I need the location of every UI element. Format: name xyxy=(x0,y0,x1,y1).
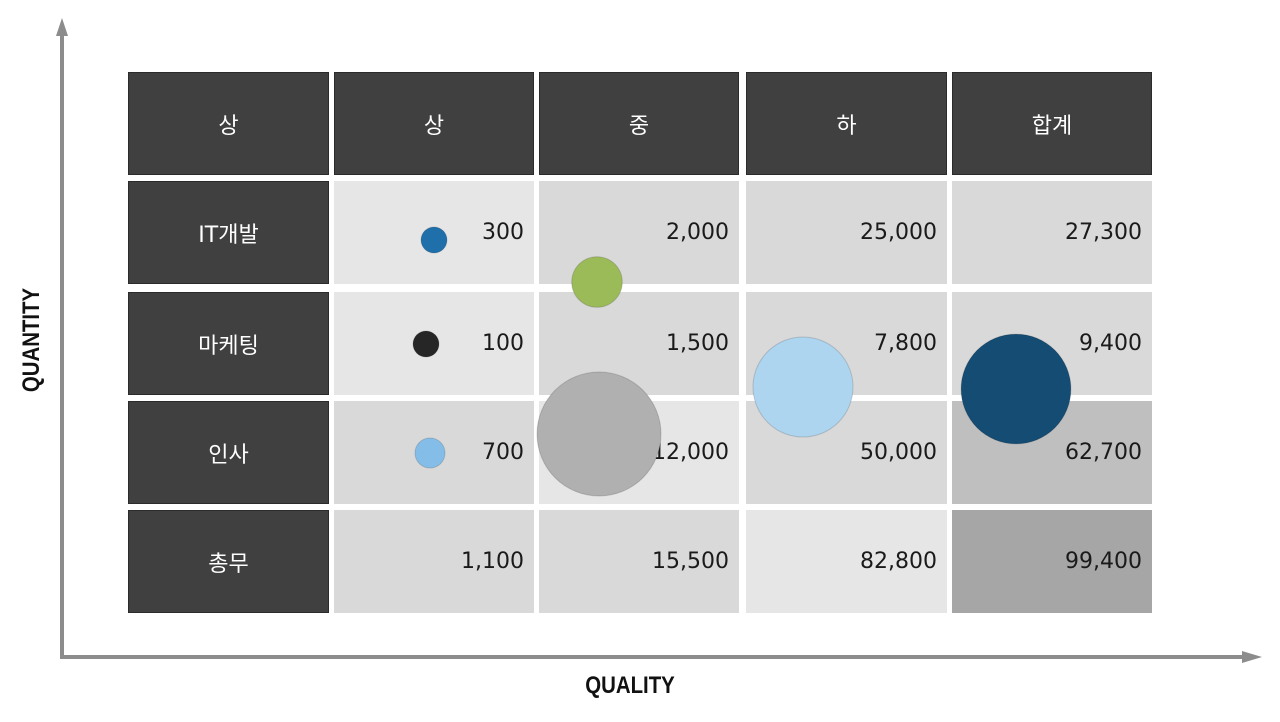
column-header: 중 xyxy=(539,72,739,175)
value-cell: 2,000 xyxy=(539,181,739,284)
bubble-point xyxy=(412,330,440,358)
bubble-point xyxy=(571,256,623,308)
bubble-point xyxy=(414,437,446,469)
column-header: 상 xyxy=(334,72,534,175)
column-header: 합계 xyxy=(952,72,1152,175)
value-cell: 27,300 xyxy=(952,181,1152,284)
y-axis-arrowhead xyxy=(56,18,68,36)
row-header: 마케팅 xyxy=(128,292,329,395)
bubble-point xyxy=(960,333,1072,445)
row-header: IT개발 xyxy=(128,181,329,284)
value-cell: 25,000 xyxy=(746,181,947,284)
x-axis-title: QUALITY xyxy=(585,672,675,699)
corner-header: 상 xyxy=(128,72,329,175)
value-cell: 15,500 xyxy=(539,510,739,613)
row-header: 총무 xyxy=(128,510,329,613)
bubble-point xyxy=(420,226,448,254)
bubble-point xyxy=(536,371,662,497)
value-cell: 99,400 xyxy=(952,510,1152,613)
x-axis-arrowhead xyxy=(1242,651,1262,663)
value-cell: 300 xyxy=(334,181,534,284)
y-axis-title: QUANTITY xyxy=(18,287,45,393)
value-cell: 1,500 xyxy=(539,292,739,395)
bubble-point xyxy=(752,336,854,438)
row-header: 인사 xyxy=(128,401,329,504)
value-cell: 1,100 xyxy=(334,510,534,613)
value-cell: 82,800 xyxy=(746,510,947,613)
column-header: 하 xyxy=(746,72,947,175)
